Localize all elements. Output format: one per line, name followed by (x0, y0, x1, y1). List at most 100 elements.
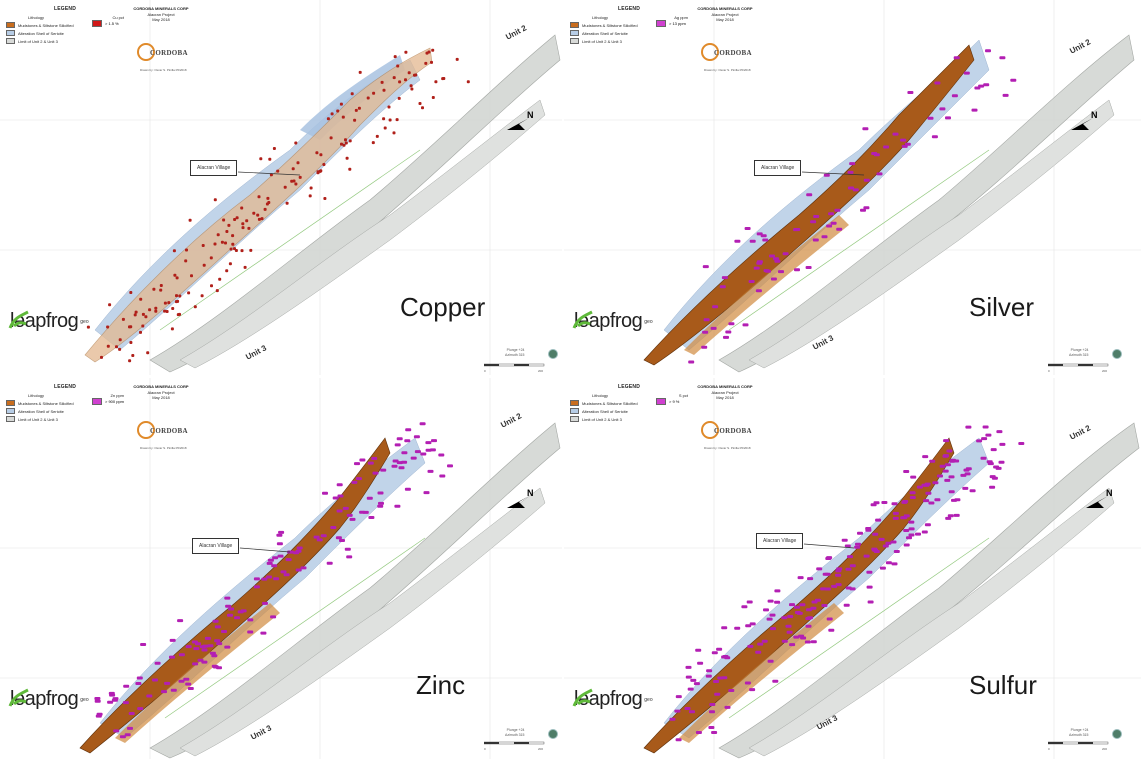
assay-point (871, 152, 878, 155)
assay-point (903, 543, 910, 547)
assay-point (178, 679, 185, 683)
assay-point (811, 600, 818, 604)
assay-point (228, 262, 232, 266)
assay-point (344, 547, 351, 551)
element-label: Zinc (416, 670, 466, 700)
legend-title: LEGEND (53, 6, 77, 12)
assay-point (922, 455, 929, 459)
map-canvas-silver (564, 0, 1141, 375)
assay-point (924, 523, 931, 527)
assay-point (119, 735, 126, 739)
assay-point (892, 516, 899, 520)
assay-point (137, 707, 144, 711)
assay-point (371, 457, 378, 460)
assay-point (404, 439, 411, 443)
assay-point (392, 76, 396, 80)
assay-point (377, 491, 384, 495)
assay-point (689, 710, 695, 714)
assay-point (184, 259, 188, 263)
assay-point (719, 285, 726, 289)
assay-point (256, 213, 260, 217)
assay-point (128, 359, 132, 363)
assay-point (213, 242, 217, 246)
assay-point (394, 443, 401, 447)
assay-point (234, 616, 240, 620)
cordoba-logo: CORDOBA (700, 40, 760, 64)
assay-point (981, 437, 988, 441)
assay-point (139, 330, 142, 334)
assay-point (706, 669, 713, 673)
assay-point (786, 630, 793, 634)
assay-point (170, 327, 174, 331)
assay-point (807, 577, 814, 581)
unit2-unit3-limit-shell-lower (179, 99, 546, 369)
assay-point (885, 541, 892, 545)
assay-point (883, 145, 890, 149)
assay-point (193, 647, 200, 651)
assay-point (705, 674, 712, 678)
assay-point (943, 439, 950, 443)
assay-point (830, 221, 837, 225)
assay-point (879, 566, 886, 570)
village-label: Alacran Village (192, 538, 240, 554)
assay-point (708, 726, 715, 729)
assay-point (872, 532, 879, 536)
assay-point (928, 501, 935, 505)
assay-point (804, 640, 811, 644)
assay-header: Cu pct (112, 15, 124, 20)
assay-point (998, 460, 1005, 464)
assay-point (397, 96, 401, 100)
assay-point (985, 433, 992, 437)
assay-point (355, 477, 362, 481)
orientation-readout: Plunge +24 Azimuth 315 (505, 348, 525, 357)
assay-point (797, 576, 804, 580)
assay-point (350, 92, 354, 96)
assay-point (675, 695, 682, 699)
assay-point (703, 318, 710, 322)
assay-point (794, 605, 800, 609)
assay-point (159, 288, 163, 292)
assay-point (724, 705, 731, 709)
legend-zinc: LEGEND Lithology Zn ppm Mudstones & Silts… (6, 384, 124, 422)
assay-point (127, 726, 133, 730)
leapfrog-logo: leapfrog geo (572, 688, 653, 710)
assay-point (253, 577, 260, 581)
assay-point (261, 577, 268, 581)
assay-point (339, 539, 345, 542)
company-block: CORDOBA MINERALS CORP Alacran Project May … (697, 384, 753, 400)
assay-point (813, 215, 820, 218)
assay-point (909, 491, 916, 495)
assay-point (283, 573, 290, 577)
assay-point (330, 112, 334, 116)
assay-point (201, 244, 205, 247)
assay-point (782, 252, 789, 256)
assay-point (176, 299, 180, 303)
assay-point (755, 289, 762, 293)
assay-point (430, 60, 433, 64)
assay-point (872, 548, 879, 552)
assay-point (849, 587, 856, 591)
map-canvas-sulfur (564, 378, 1141, 759)
assay-point (128, 712, 135, 715)
assay-point (247, 226, 251, 230)
assay-point (367, 461, 374, 465)
assay-point (165, 310, 169, 313)
assay-legend-zinc: > 900 ppm (92, 398, 124, 405)
assay-point (362, 510, 369, 514)
assay-point (211, 664, 218, 668)
assay-point (749, 688, 756, 692)
assay-point (140, 643, 147, 646)
assay-point (118, 347, 122, 351)
assay-point (366, 496, 373, 500)
assay-point (427, 469, 434, 473)
assay-point (315, 151, 319, 155)
assay-point (204, 636, 211, 640)
assay-point (821, 604, 828, 607)
assay-point (220, 240, 224, 244)
assay-point (265, 202, 269, 206)
assay-point (800, 636, 807, 640)
assay-point (423, 491, 430, 495)
assay-point (810, 220, 817, 224)
assay-point (124, 733, 131, 737)
assay-point (950, 458, 956, 462)
